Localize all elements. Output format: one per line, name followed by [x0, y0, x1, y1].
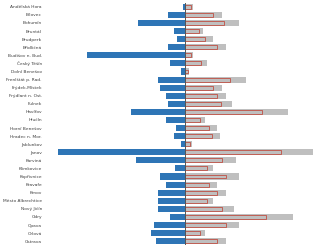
Bar: [178, 36, 185, 42]
Bar: [136, 157, 185, 163]
Bar: [170, 214, 185, 220]
Bar: [185, 141, 192, 147]
Bar: [185, 12, 222, 18]
Bar: [185, 109, 288, 115]
Bar: [154, 222, 185, 228]
Bar: [185, 199, 207, 203]
Bar: [185, 165, 213, 171]
Bar: [185, 101, 232, 107]
Bar: [185, 78, 230, 82]
Bar: [185, 13, 213, 17]
Bar: [185, 182, 216, 188]
Bar: [185, 149, 313, 155]
Bar: [175, 133, 185, 139]
Bar: [158, 198, 185, 204]
Bar: [185, 125, 216, 131]
Bar: [176, 165, 185, 171]
Bar: [185, 166, 207, 170]
Bar: [168, 12, 185, 18]
Bar: [185, 239, 216, 243]
Bar: [185, 222, 239, 228]
Bar: [87, 52, 185, 58]
Bar: [185, 5, 191, 9]
Bar: [182, 141, 185, 147]
Bar: [185, 110, 262, 114]
Bar: [185, 37, 205, 41]
Bar: [185, 77, 246, 83]
Bar: [185, 133, 219, 139]
Bar: [185, 206, 234, 212]
Bar: [185, 20, 239, 26]
Bar: [170, 60, 185, 66]
Bar: [58, 149, 185, 155]
Bar: [166, 93, 185, 99]
Bar: [185, 223, 226, 227]
Bar: [185, 44, 226, 50]
Bar: [174, 28, 185, 34]
Bar: [160, 174, 185, 180]
Bar: [183, 4, 185, 10]
Bar: [185, 214, 293, 220]
Bar: [151, 230, 185, 236]
Bar: [185, 85, 222, 91]
Bar: [185, 68, 189, 74]
Bar: [185, 158, 222, 162]
Bar: [185, 117, 205, 123]
Bar: [185, 190, 226, 196]
Bar: [185, 36, 213, 42]
Bar: [166, 182, 185, 188]
Bar: [185, 118, 200, 122]
Bar: [166, 117, 185, 123]
Bar: [185, 45, 216, 49]
Bar: [185, 230, 205, 236]
Bar: [185, 174, 239, 180]
Bar: [138, 20, 185, 26]
Bar: [185, 86, 213, 90]
Bar: [185, 150, 281, 154]
Bar: [156, 238, 185, 244]
Bar: [185, 175, 226, 179]
Bar: [185, 21, 224, 25]
Bar: [182, 68, 185, 74]
Bar: [177, 125, 185, 131]
Bar: [168, 101, 185, 107]
Bar: [185, 52, 193, 58]
Bar: [185, 183, 209, 186]
Bar: [185, 157, 236, 163]
Bar: [158, 77, 185, 83]
Bar: [168, 44, 185, 50]
Bar: [158, 206, 185, 212]
Bar: [185, 69, 188, 73]
Bar: [185, 191, 216, 195]
Bar: [185, 238, 226, 244]
Bar: [185, 4, 193, 10]
Bar: [185, 126, 209, 130]
Bar: [185, 94, 216, 98]
Bar: [185, 134, 212, 138]
Bar: [185, 93, 226, 99]
Bar: [185, 142, 190, 146]
Bar: [185, 28, 203, 34]
Bar: [185, 53, 191, 57]
Bar: [185, 60, 207, 66]
Bar: [185, 231, 200, 235]
Bar: [185, 198, 213, 204]
Bar: [158, 190, 185, 196]
Bar: [131, 109, 185, 115]
Bar: [185, 102, 220, 106]
Bar: [185, 62, 201, 65]
Bar: [185, 215, 266, 219]
Bar: [160, 85, 185, 91]
Bar: [185, 29, 199, 33]
Bar: [185, 207, 222, 211]
